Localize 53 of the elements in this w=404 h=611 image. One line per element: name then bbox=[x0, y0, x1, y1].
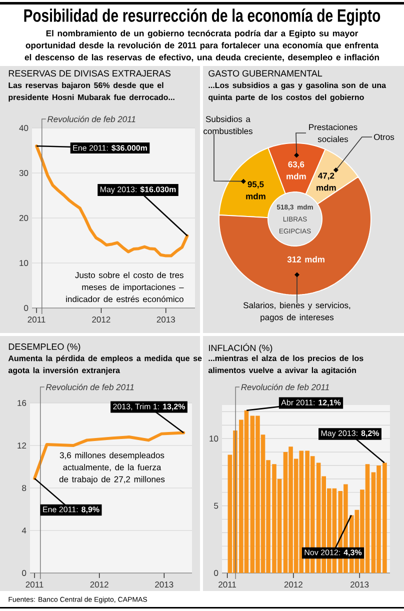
annotation: May 2013: 8,2% bbox=[321, 430, 380, 438]
y-tick-label: 0 bbox=[24, 305, 28, 312]
chart-title: INFLACIÓN (%) bbox=[209, 343, 272, 353]
y-tick-label: 40 bbox=[19, 125, 28, 132]
y-tick-label: 10 bbox=[210, 436, 218, 442]
ref-line-label: Revolución de feb 2011 bbox=[241, 384, 329, 390]
text: El nombramiento de un gobierno tecnócrata podría dar a Egipto su mayor oportunidad desde la revolución de 2011 para fortalecer una economía que enfrenta el descenso de las reservas de efectivo, una deuda creciente, desempleo e inflación bbox=[24, 30, 379, 62]
chart-title: RESERVAS DE DIVISAS EXTRAJERAS bbox=[8, 70, 170, 77]
data-label: 63,6 mdm bbox=[286, 161, 306, 180]
x-tick-label: 2013 bbox=[350, 582, 369, 588]
x-tick-label: 2011 bbox=[218, 582, 236, 588]
chart-subtitle: Las reservas bajaron 56% desde que el presidente Hosni Mubarak fue derrocado... bbox=[8, 82, 174, 102]
data-label: 47,2 mdm bbox=[316, 172, 336, 191]
line-series bbox=[35, 144, 189, 258]
annotation: May 2013: $16.030m bbox=[100, 186, 176, 194]
chart-title: GASTO GUBERNAMENTAL bbox=[208, 70, 322, 77]
annotation: Ene 2011: 8,9% bbox=[43, 506, 100, 514]
annotation: Abr 2011: 12,1% bbox=[281, 399, 341, 407]
annotation: Justo sobre el costo de tres meses de importaciones – indicador de estrés económico bbox=[66, 272, 184, 302]
data-label: 95,5 mdm bbox=[246, 181, 266, 200]
slice-label: Prestaciones sociales bbox=[309, 124, 358, 142]
y-tick-label: 8 bbox=[22, 485, 26, 492]
x-tick-label: 2012 bbox=[92, 316, 110, 323]
y-tick-label: 20 bbox=[19, 215, 28, 222]
slice-label: Otros bbox=[374, 134, 394, 140]
y-tick-label: 10 bbox=[20, 260, 28, 266]
slice-label: Salarios, bienes y servicios, pagos de intereses bbox=[243, 302, 350, 322]
x-tick-label: 2013 bbox=[156, 316, 175, 323]
y-tick-label: 16 bbox=[18, 400, 26, 406]
y-tick-label: 0 bbox=[214, 570, 218, 576]
x-tick-label: 2012 bbox=[90, 582, 108, 588]
ref-line-label: Revolución de feb 2011 bbox=[48, 116, 136, 122]
annotation: Ene 2011: $36.000m bbox=[73, 144, 147, 152]
slice-label: Subsidios a combustibles bbox=[204, 116, 252, 134]
annotation: 3,6 millones desempleados actualmente, de la fuerza de trabajo de 27,2 millones bbox=[59, 452, 165, 484]
y-tick-label: 12 bbox=[18, 442, 26, 448]
x-tick-label: 2013 bbox=[155, 582, 174, 588]
chart-title: DESEMPLEO (%) bbox=[8, 343, 80, 352]
x-tick-label: 2012 bbox=[284, 582, 302, 588]
ref-line-label: Revolución de feb 2011 bbox=[46, 384, 134, 390]
chart-subtitle: Aumenta la pérdida de empleos a medida que se agota la inversión extranjera bbox=[8, 355, 202, 375]
annotation: 2013, Trim 1: 13,2% bbox=[113, 403, 186, 411]
chart-subtitle: ...Los subsidios a gas y gasolina son de una quinta parte de los costos del gobierno bbox=[208, 82, 386, 102]
y-tick-label: 30 bbox=[19, 170, 28, 176]
y-tick-label: 5 bbox=[214, 502, 218, 509]
chart-subtitle: ...mientras el alza de los precios de los alimentos vuelve a avivar la agitación bbox=[208, 355, 364, 375]
x-tick-label: 2011 bbox=[28, 316, 46, 323]
data-label: 312 mdm bbox=[287, 256, 324, 262]
annotation: Nov 2012: 4,3% bbox=[304, 550, 362, 556]
y-tick-label: 0 bbox=[22, 570, 26, 576]
text: Posibilidad de resurrección de la economía de Egipto bbox=[24, 8, 380, 26]
x-tick-label: 2011 bbox=[26, 582, 44, 588]
y-tick-label: 4 bbox=[22, 528, 26, 534]
